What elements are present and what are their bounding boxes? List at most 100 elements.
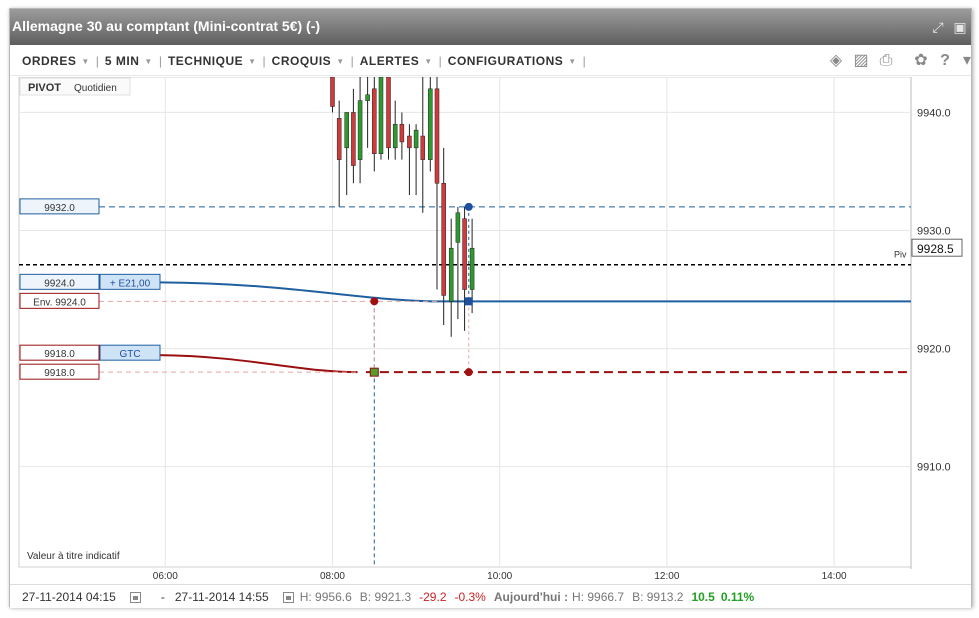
candle-body (469, 247, 475, 290)
candle-body (413, 129, 419, 149)
menu-interval[interactable]: 5 MIN ▼ (105, 54, 153, 68)
image-icon[interactable]: ▨ (853, 52, 869, 69)
candle-body (441, 183, 446, 296)
menu-label: ALERTES (359, 54, 420, 68)
chevron-down-icon: ▼ (144, 56, 153, 66)
candle-body (462, 218, 467, 290)
position-line (158, 281, 911, 303)
disclaimer-text: Valeur à titre indicatif (27, 551, 120, 562)
menu-configurations[interactable]: CONFIGURATIONS ▼ (448, 54, 577, 68)
candle-body (420, 135, 426, 160)
menu-label: CONFIGURATIONS (447, 54, 564, 68)
pivot-label-box (19, 77, 131, 96)
envelope-tag: Env. 9924.0 (33, 297, 86, 308)
candle-body (372, 88, 377, 154)
stop-price-tag-box (19, 363, 100, 380)
candle-body (357, 100, 363, 160)
menu-label: 5 MIN (104, 54, 140, 68)
candle-body (455, 212, 461, 243)
y-tick-label: 9920.0 (917, 344, 951, 356)
date-separator: - (160, 590, 165, 604)
menu-croquis[interactable]: CROQUIS ▼ (272, 54, 345, 68)
title-bar[interactable]: Allemagne 30 au comptant (Mini-contrat 5… (10, 9, 971, 45)
y-tick-label: 9930.0 (917, 225, 951, 237)
position-pnl-tag-box (99, 273, 161, 290)
menu-separator: | (350, 54, 354, 68)
pivot-label: PIVOT (28, 82, 61, 94)
start-date: 27-11-2014 04:15 (22, 590, 116, 604)
x-tick-label: 10:00 (487, 571, 512, 582)
help-icon[interactable]: ? (940, 52, 950, 69)
candle-body (434, 88, 440, 184)
position-price-tag-box (19, 273, 100, 290)
candle-body (351, 112, 356, 166)
gtc-price-tag: 9918.0 (44, 349, 75, 360)
x-tick-label: 08:00 (320, 571, 345, 582)
today-change: 10.5 (691, 590, 715, 604)
menu-ordres[interactable]: ORDRES ▼ (22, 54, 90, 68)
menu-label: ORDRES (22, 54, 77, 68)
x-tick-label: 12:00 (654, 571, 679, 582)
chart-window: Allemagne 30 au comptant (Mini-contrat 5… (9, 8, 973, 608)
gear-icon[interactable]: ✿ (914, 52, 928, 69)
window-icon[interactable]: ▣ (953, 19, 967, 35)
x-tick-label: 14:00 (822, 571, 847, 582)
calendar-icon[interactable] (282, 591, 294, 603)
chart-toolbar: ORDRES ▼ | 5 MIN ▼ | TECHNIQUE ▼ | CROQUIS ▼… (10, 46, 971, 76)
range-low: B: 9921.3 (359, 590, 412, 604)
status-content: 27-11-2014 04:15 - 27-11-2014 14:55 H: 9… (22, 590, 760, 604)
x-tick-label: 06:00 (153, 571, 178, 582)
range-change-pct: -0.3% (454, 590, 486, 604)
chevron-down-icon: ▼ (568, 56, 577, 66)
range-high: H: 9956.6 (299, 590, 352, 604)
window-title: Allemagne 30 au comptant (Mini-contrat 5… (12, 18, 321, 34)
menu-alertes[interactable]: ALERTES ▼ (360, 54, 433, 68)
expand-icon[interactable]: ⤢ (932, 19, 944, 35)
entry-marker (369, 367, 379, 377)
layers-icon[interactable]: ◈ (829, 52, 843, 69)
print-icon[interactable]: ⎙ (879, 52, 893, 69)
envelope-marker (370, 297, 379, 306)
chart-area[interactable]: 06:00 08:00 10:00 12:00 14:00 9940.0 9930.0 992… (10, 77, 973, 583)
menu-label: CROQUIS (271, 54, 332, 68)
envelope-tag-box (19, 292, 100, 309)
candle-body (330, 77, 335, 107)
candle-body (378, 77, 384, 154)
chevron-down-icon: ▼ (424, 56, 433, 66)
current-price-label: 9928.5 (917, 242, 954, 256)
menu-separator: | (438, 54, 442, 68)
menu-separator: | (95, 54, 99, 68)
candle-body (336, 118, 342, 160)
menu-label: TECHNIQUE (167, 54, 244, 68)
candle-body (365, 94, 370, 101)
limit-order-tag: 9932.0 (44, 203, 75, 214)
pivot-tag: Piv (894, 250, 907, 260)
limit-order-tag-box (19, 198, 100, 215)
candle-body (344, 112, 349, 149)
gtc-price-tag-box (19, 344, 100, 361)
today-change-pct: 0.11% (720, 590, 755, 604)
today-label: Aujourd'hui : (493, 590, 569, 604)
chevron-down-icon: ▼ (81, 56, 90, 66)
menu-separator: | (582, 54, 586, 68)
stop-price-tag: 9918.0 (44, 368, 75, 379)
y-tick-label: 9910.0 (917, 462, 951, 474)
y-tick-label: 9940.0 (917, 107, 951, 119)
pin-icon[interactable]: ▾ (962, 52, 972, 69)
current-price-box (911, 238, 963, 257)
calendar-icon[interactable] (129, 591, 141, 603)
pivot-period: Quotidien (74, 83, 117, 94)
gtc-label-tag: GTC (119, 349, 140, 360)
menu-technique[interactable]: TECHNIQUE ▼ (168, 54, 257, 68)
today-high: H: 9966.7 (572, 590, 625, 604)
menu-separator: | (262, 54, 266, 68)
menu-separator: | (158, 54, 162, 68)
position-marker (464, 297, 473, 306)
range-change: -29.2 (419, 590, 447, 604)
candle-body (392, 123, 398, 149)
price-chart[interactable]: 06:00 08:00 10:00 12:00 14:00 9940.0 9930.0 992… (10, 77, 973, 583)
gtc-order-curve (158, 354, 358, 374)
candle-body (428, 88, 433, 160)
chevron-down-icon: ▼ (248, 56, 257, 66)
end-date: 27-11-2014 14:55 (174, 590, 269, 604)
